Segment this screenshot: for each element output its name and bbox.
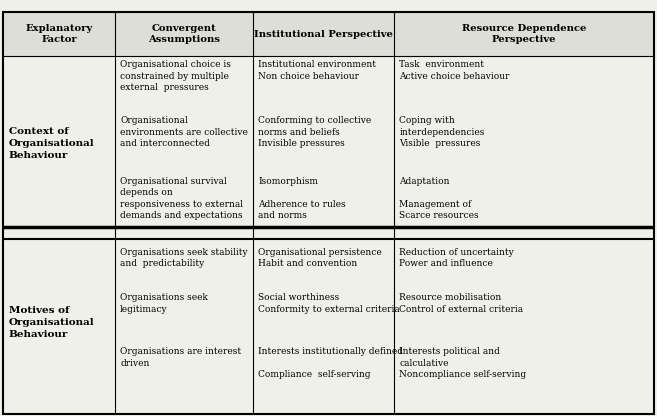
Text: Coping with
interdependencies
Visible  pressures: Coping with interdependencies Visible pr… bbox=[399, 116, 485, 149]
Text: Convergent
Assumptions: Convergent Assumptions bbox=[148, 24, 220, 45]
Text: Organisations seek stability
and  predictability: Organisations seek stability and predict… bbox=[120, 248, 248, 268]
Text: Institutional Perspective: Institutional Perspective bbox=[254, 30, 393, 39]
Text: Organisations are interest
driven: Organisations are interest driven bbox=[120, 347, 241, 368]
Bar bbox=[3, 12, 654, 56]
Text: Reduction of uncertainty
Power and influence: Reduction of uncertainty Power and influ… bbox=[399, 248, 514, 268]
Text: Resource Dependence
Perspective: Resource Dependence Perspective bbox=[462, 24, 586, 45]
Text: Interests institutionally defined

Compliance  self-serving: Interests institutionally defined Compli… bbox=[258, 347, 403, 379]
Text: Organisational persistence
Habit and convention: Organisational persistence Habit and con… bbox=[258, 248, 382, 268]
Text: Organisations seek
legitimacy: Organisations seek legitimacy bbox=[120, 293, 208, 314]
Text: Conforming to collective
norms and beliefs
Invisible pressures: Conforming to collective norms and belie… bbox=[258, 116, 371, 149]
Text: Explanatory
Factor: Explanatory Factor bbox=[26, 24, 93, 45]
Text: Adaptation

Management of
Scarce resources: Adaptation Management of Scarce resource… bbox=[399, 177, 479, 220]
Text: Organisational choice is
constrained by multiple
external  pressures: Organisational choice is constrained by … bbox=[120, 60, 231, 92]
Text: Social worthiness
Conformity to external criteria: Social worthiness Conformity to external… bbox=[258, 293, 400, 314]
Text: Isomorphism

Adherence to rules
and norms: Isomorphism Adherence to rules and norms bbox=[258, 177, 346, 220]
Text: Organisational
environments are collective
and interconnected: Organisational environments are collecti… bbox=[120, 116, 248, 149]
Text: Task  environment
Active choice behaviour: Task environment Active choice behaviour bbox=[399, 60, 510, 81]
Text: Resource mobilisation
Control of external criteria: Resource mobilisation Control of externa… bbox=[399, 293, 524, 314]
Text: Interests political and
calculative
Noncompliance self-serving: Interests political and calculative Nonc… bbox=[399, 347, 526, 379]
Text: Institutional environment
Non choice behaviour: Institutional environment Non choice beh… bbox=[258, 60, 376, 81]
Text: Organisational survival
depends on
responsiveness to external
demands and expect: Organisational survival depends on respo… bbox=[120, 177, 243, 220]
Text: Context of
Organisational
Behaviour: Context of Organisational Behaviour bbox=[9, 127, 94, 160]
Text: Motives of
Organisational
Behaviour: Motives of Organisational Behaviour bbox=[9, 306, 94, 339]
